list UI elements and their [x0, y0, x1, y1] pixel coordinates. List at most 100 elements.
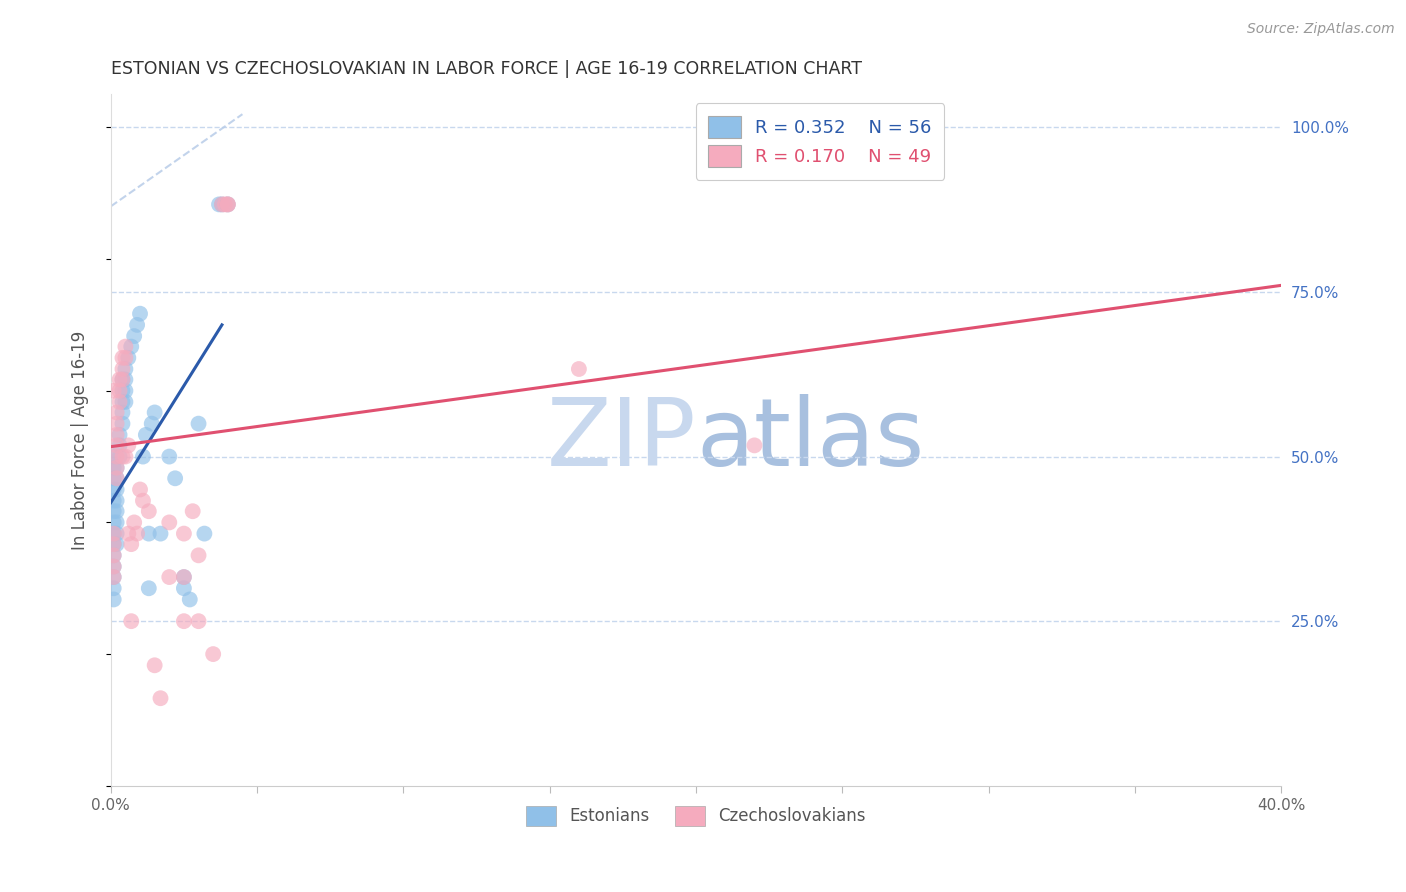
- Point: [103, 549, 125, 563]
- Point: [117, 438, 139, 452]
- Point: [103, 450, 125, 464]
- Point: [114, 395, 136, 409]
- Point: [157, 570, 180, 584]
- Point: [114, 351, 136, 365]
- Point: [108, 438, 131, 452]
- Point: [129, 483, 152, 497]
- Point: [187, 417, 209, 431]
- Point: [111, 372, 134, 386]
- Point: [173, 614, 195, 628]
- Point: [120, 340, 142, 354]
- Point: [114, 340, 136, 354]
- Point: [103, 570, 125, 584]
- Point: [103, 526, 125, 541]
- Point: [214, 197, 236, 211]
- Point: [103, 537, 125, 551]
- Point: [117, 351, 139, 365]
- Point: [135, 427, 157, 442]
- Point: [108, 372, 131, 386]
- Point: [103, 526, 125, 541]
- Point: [132, 450, 155, 464]
- Point: [103, 483, 125, 497]
- Point: [105, 493, 128, 508]
- Point: [103, 559, 125, 574]
- Point: [111, 395, 134, 409]
- Point: [105, 405, 128, 419]
- Point: [143, 405, 166, 419]
- Point: [108, 450, 131, 464]
- Point: [149, 526, 172, 541]
- Point: [105, 460, 128, 475]
- Point: [120, 614, 142, 628]
- Point: [105, 483, 128, 497]
- Point: [179, 592, 201, 607]
- Text: ZIP: ZIP: [547, 394, 696, 486]
- Text: Source: ZipAtlas.com: Source: ZipAtlas.com: [1247, 22, 1395, 37]
- Point: [165, 471, 187, 485]
- Point: [111, 351, 134, 365]
- Point: [149, 691, 172, 706]
- Point: [105, 471, 128, 485]
- Text: ESTONIAN VS CZECHOSLOVAKIAN IN LABOR FORCE | AGE 16-19 CORRELATION CHART: ESTONIAN VS CZECHOSLOVAKIAN IN LABOR FOR…: [111, 60, 862, 78]
- Point: [744, 438, 766, 452]
- Point: [127, 318, 149, 332]
- Point: [138, 581, 160, 595]
- Point: [217, 197, 239, 211]
- Point: [114, 384, 136, 398]
- Point: [127, 526, 149, 541]
- Point: [208, 197, 231, 211]
- Point: [173, 526, 195, 541]
- Point: [105, 537, 128, 551]
- Point: [173, 581, 195, 595]
- Text: atlas: atlas: [696, 394, 924, 486]
- Point: [157, 516, 180, 530]
- Point: [103, 592, 125, 607]
- Point: [105, 526, 128, 541]
- Point: [111, 384, 134, 398]
- Point: [103, 504, 125, 518]
- Point: [132, 493, 155, 508]
- Point: [217, 197, 239, 211]
- Point: [143, 658, 166, 673]
- Point: [211, 197, 233, 211]
- Point: [568, 362, 591, 376]
- Point: [108, 395, 131, 409]
- Point: [217, 197, 239, 211]
- Point: [202, 647, 225, 661]
- Point: [105, 450, 128, 464]
- Point: [173, 570, 195, 584]
- Point: [111, 405, 134, 419]
- Point: [138, 504, 160, 518]
- Point: [138, 526, 160, 541]
- Point: [103, 559, 125, 574]
- Point: [114, 372, 136, 386]
- Y-axis label: In Labor Force | Age 16-19: In Labor Force | Age 16-19: [72, 330, 89, 549]
- Point: [193, 526, 215, 541]
- Point: [181, 504, 204, 518]
- Point: [111, 372, 134, 386]
- Point: [103, 549, 125, 563]
- Point: [117, 526, 139, 541]
- Point: [211, 197, 233, 211]
- Point: [103, 460, 125, 475]
- Point: [111, 417, 134, 431]
- Point: [103, 493, 125, 508]
- Point: [114, 450, 136, 464]
- Point: [105, 438, 128, 452]
- Point: [105, 417, 128, 431]
- Point: [105, 460, 128, 475]
- Point: [105, 471, 128, 485]
- Point: [103, 581, 125, 595]
- Point: [111, 450, 134, 464]
- Point: [187, 549, 209, 563]
- Point: [120, 537, 142, 551]
- Point: [105, 516, 128, 530]
- Point: [122, 516, 145, 530]
- Point: [173, 570, 195, 584]
- Legend: Estonians, Czechoslovakians: Estonians, Czechoslovakians: [520, 799, 872, 833]
- Point: [187, 614, 209, 628]
- Point: [122, 329, 145, 343]
- Point: [114, 362, 136, 376]
- Point: [108, 384, 131, 398]
- Point: [111, 362, 134, 376]
